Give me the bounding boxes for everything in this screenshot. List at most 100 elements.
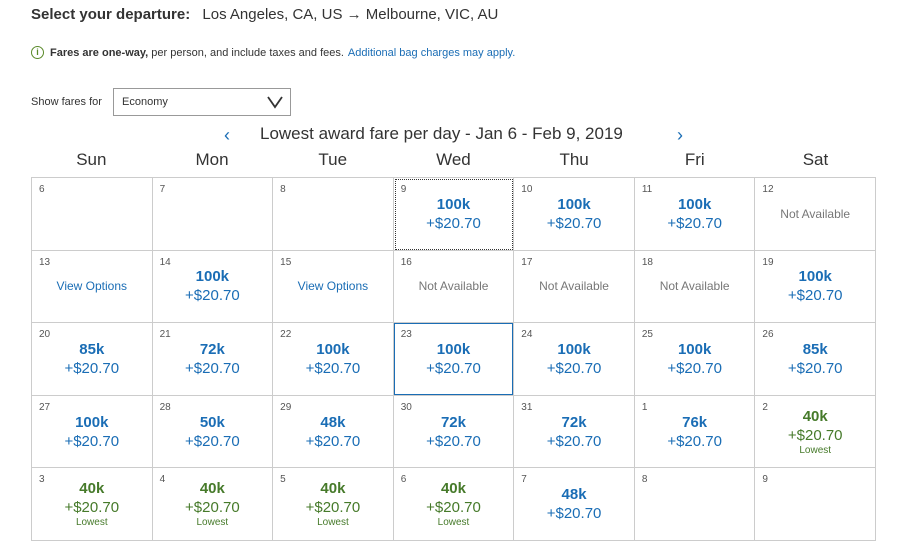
- lowest-fare-badge: Lowest: [196, 517, 229, 529]
- fare-content: 40k +$20.70 Lowest: [755, 407, 875, 457]
- calendar-day-cell[interactable]: 15 View Options: [273, 250, 394, 324]
- view-options-link[interactable]: View Options: [297, 279, 369, 294]
- next-week-button[interactable]: ›: [677, 125, 683, 145]
- lowest-fare-badge: Lowest: [799, 444, 832, 456]
- fare-miles: 100k: [798, 268, 832, 286]
- fare-miles: 48k: [320, 413, 346, 431]
- fare-taxes: +$20.70: [64, 359, 120, 377]
- view-options-link[interactable]: View Options: [56, 279, 128, 294]
- chevron-down-icon: [267, 96, 283, 109]
- fare-content: 48k +$20.70: [514, 485, 634, 523]
- calendar-day-cell[interactable]: 23 100k +$20.70: [393, 323, 515, 396]
- fare-miles: 40k: [199, 480, 225, 498]
- calendar-day-cell[interactable]: 4 40k +$20.70 Lowest: [152, 468, 274, 541]
- fare-miles: 100k: [677, 195, 712, 213]
- day-number: 26: [762, 329, 774, 341]
- fare-miles: 50k: [199, 413, 225, 431]
- calendar-day-cell[interactable]: 26 85k +$20.70: [755, 323, 876, 396]
- calendar-day-cell[interactable]: 1 76k +$20.70: [634, 395, 756, 469]
- previous-week-button[interactable]: ‹: [224, 125, 230, 145]
- fare-content: 100k +$20.70: [273, 340, 393, 378]
- fare-content: View Options: [32, 279, 152, 293]
- calendar-day-cell[interactable]: 11 100k +$20.70: [634, 178, 756, 251]
- weekday-label: Mon: [195, 150, 229, 169]
- fare-miles: 72k: [199, 340, 225, 358]
- fare-content: 85k +$20.70: [32, 340, 152, 378]
- calendar-day-cell[interactable]: 20 85k +$20.70: [32, 323, 153, 396]
- day-number: 7: [159, 184, 166, 195]
- fare-miles: 85k: [802, 340, 828, 358]
- fare-taxes: +$20.70: [426, 432, 481, 450]
- calendar-day-cell[interactable]: 6 40k +$20.70 Lowest: [393, 468, 515, 541]
- calendar-day-cell: 8: [273, 178, 394, 251]
- weekday-header: Sun Mon Tue Wed Thu Fri Sat: [31, 150, 876, 170]
- calendar-day-cell: 17 Not Available: [514, 250, 635, 324]
- day-number: 8: [280, 184, 286, 195]
- calendar-day-cell[interactable]: 13 View Options: [32, 250, 153, 324]
- day-number: 16: [400, 256, 412, 268]
- day-number: 11: [641, 184, 653, 195]
- fare-miles: 100k: [436, 340, 471, 358]
- fare-taxes: +$20.70: [305, 432, 361, 450]
- calendar-day-cell[interactable]: 9 100k +$20.70: [393, 178, 515, 251]
- fare-taxes: +$20.70: [185, 359, 240, 377]
- fare-content: Not Available: [514, 279, 634, 293]
- day-number: 7: [521, 474, 527, 486]
- day-number: 10: [521, 184, 533, 195]
- day-number: 17: [521, 256, 533, 268]
- fare-taxes: +$20.70: [667, 359, 722, 377]
- fare-taxes: +$20.70: [667, 214, 722, 232]
- fare-miles: 72k: [561, 413, 587, 431]
- not-available-text: Not Available: [418, 279, 489, 294]
- calendar-day-cell[interactable]: 2 40k +$20.70 Lowest: [755, 395, 876, 469]
- calendar-day-cell[interactable]: 27 100k +$20.70: [32, 395, 153, 469]
- calendar-day-cell: 12 Not Available: [755, 178, 876, 251]
- calendar-day-cell[interactable]: 28 50k +$20.70: [152, 395, 274, 469]
- weekday-label: Thu: [559, 150, 589, 169]
- calendar-day-cell[interactable]: 30 72k +$20.70: [393, 395, 515, 469]
- fare-taxes: +$20.70: [787, 287, 843, 305]
- calendar-day-cell[interactable]: 19 100k +$20.70: [755, 250, 876, 324]
- fare-taxes: +$20.70: [667, 432, 722, 450]
- day-number: 14: [159, 256, 171, 268]
- calendar-day-cell: 9: [755, 468, 876, 541]
- calendar-day-cell[interactable]: 31 72k +$20.70: [514, 395, 635, 469]
- fare-content: 40k +$20.70 Lowest: [32, 479, 152, 529]
- fare-content: 100k +$20.70: [514, 195, 634, 233]
- fare-taxes: +$20.70: [787, 426, 843, 444]
- calendar-day-cell[interactable]: 25 100k +$20.70: [634, 323, 756, 396]
- calendar-day-cell[interactable]: 14 100k +$20.70: [152, 250, 274, 324]
- fare-content: 100k +$20.70: [755, 267, 875, 305]
- day-number: 6: [400, 474, 407, 486]
- calendar-day-cell[interactable]: 29 48k +$20.70: [273, 395, 394, 469]
- fare-miles: 40k: [440, 480, 466, 498]
- day-number: 15: [280, 256, 292, 268]
- bag-charges-link[interactable]: Additional bag charges may apply.: [347, 46, 516, 59]
- fare-taxes: +$20.70: [185, 432, 240, 450]
- calendar-day-cell[interactable]: 24 100k +$20.70: [514, 323, 635, 396]
- calendar-day-cell[interactable]: 3 40k +$20.70 Lowest: [32, 468, 153, 541]
- calendar-day-cell[interactable]: 21 72k +$20.70: [152, 323, 274, 396]
- cabin-class-select[interactable]: Economy: [113, 88, 291, 116]
- fare-miles: 100k: [557, 195, 591, 213]
- fare-content: 100k +$20.70: [394, 195, 514, 233]
- day-number: 4: [159, 474, 166, 486]
- calendar-title: Lowest award fare per day - Jan 6 - Feb …: [260, 124, 623, 143]
- fare-content: 100k +$20.70: [32, 413, 152, 451]
- day-number: 20: [39, 329, 51, 341]
- day-number: 30: [400, 401, 412, 413]
- fare-miles: 40k: [79, 480, 105, 498]
- fare-content: 40k +$20.70 Lowest: [394, 479, 514, 529]
- weekday-label: Sun: [76, 150, 107, 169]
- fare-content: View Options: [273, 279, 393, 293]
- fare-miles: 100k: [557, 340, 591, 358]
- calendar-day-cell[interactable]: 7 48k +$20.70: [514, 468, 635, 541]
- fare-taxes: +$20.70: [305, 499, 361, 517]
- calendar-day-cell[interactable]: 10 100k +$20.70: [514, 178, 635, 251]
- day-number: 9: [762, 474, 768, 486]
- calendar-day-cell[interactable]: 5 40k +$20.70 Lowest: [273, 468, 394, 541]
- day-number: 6: [39, 184, 45, 195]
- fare-content: 50k +$20.70: [153, 413, 273, 451]
- not-available-text: Not Available: [539, 279, 609, 294]
- calendar-day-cell[interactable]: 22 100k +$20.70: [273, 323, 394, 396]
